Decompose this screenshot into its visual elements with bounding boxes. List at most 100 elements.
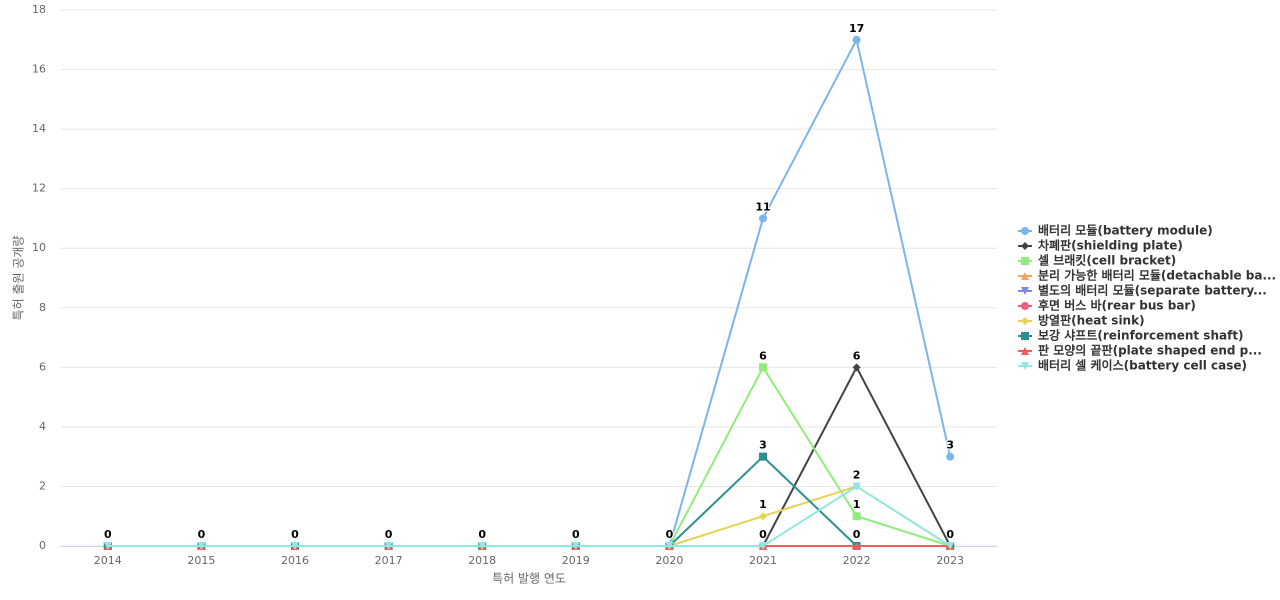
y-tick-label: 2	[39, 479, 46, 492]
data-label: 0	[478, 528, 486, 541]
series	[103, 363, 955, 550]
legend-label: 판 모양의 끝판(plate shaped end p...	[1038, 343, 1262, 358]
legend-label: 보강 샤프트(reinforcement shaft)	[1038, 328, 1244, 343]
legend-item[interactable]: 배터리 모듈(battery module)	[1018, 223, 1213, 238]
data-label: 6	[759, 349, 767, 362]
data-label: 0	[853, 528, 861, 541]
series-line	[107, 36, 952, 547]
marker	[1021, 287, 1029, 295]
x-tick-label: 2019	[562, 554, 590, 567]
marker	[852, 482, 861, 491]
marker	[571, 542, 580, 550]
data-label: 0	[291, 528, 299, 541]
series-line	[107, 365, 952, 547]
x-tick-label: 2017	[375, 554, 403, 567]
x-tick-label: 2016	[281, 554, 309, 567]
legend-label: 후면 버스 바(rear bus bar)	[1038, 298, 1196, 313]
marker	[1021, 362, 1029, 370]
marker	[1021, 257, 1029, 265]
legend-item[interactable]: 차폐판(shielding plate)	[1018, 238, 1183, 253]
marker	[1021, 242, 1029, 250]
legend-item[interactable]: 별도의 배터리 모듈(separate battery...	[1018, 283, 1267, 298]
data-label: 0	[759, 528, 767, 541]
legend-item[interactable]: 판 모양의 끝판(plate shaped end p...	[1018, 343, 1262, 358]
y-axis-title: 특허 출원 공개량	[12, 236, 26, 321]
x-tick-label: 2014	[94, 554, 122, 567]
series	[103, 482, 955, 550]
legend-label: 분리 가능한 배터리 모듈(detachable ba...	[1038, 268, 1276, 283]
marker	[384, 542, 393, 550]
marker	[759, 214, 767, 223]
marker	[665, 542, 674, 550]
y-tick-label: 18	[32, 3, 46, 16]
legend-item[interactable]: 분리 가능한 배터리 모듈(detachable ba...	[1018, 268, 1276, 283]
legend-item[interactable]: 방열판(heat sink)	[1018, 313, 1145, 328]
legend-item[interactable]: 후면 버스 바(rear bus bar)	[1018, 298, 1196, 313]
series	[103, 363, 955, 550]
data-label: 11	[755, 200, 770, 213]
marker	[759, 363, 767, 372]
data-label: 17	[849, 22, 864, 35]
data-label: 0	[198, 528, 206, 541]
series-line	[107, 485, 951, 547]
data-label: 1	[853, 498, 861, 511]
legend-item[interactable]: 보강 샤프트(reinforcement shaft)	[1018, 328, 1244, 343]
legend-label: 방열판(heat sink)	[1038, 313, 1145, 328]
y-tick-label: 12	[32, 182, 46, 195]
series	[103, 35, 955, 550]
y-tick-label: 4	[39, 420, 46, 433]
marker	[1021, 317, 1029, 325]
marker	[759, 512, 767, 521]
marker	[291, 542, 299, 550]
series-line	[107, 485, 951, 547]
y-tick-label: 8	[39, 301, 46, 314]
marker	[478, 542, 487, 550]
data-label: 0	[666, 528, 674, 541]
marker	[103, 542, 112, 550]
x-tick-label: 2022	[843, 554, 871, 567]
series-line	[107, 455, 951, 547]
x-tick-label: 2023	[936, 554, 964, 567]
legend-label: 별도의 배터리 모듈(separate battery...	[1038, 283, 1267, 298]
marker	[1021, 272, 1029, 280]
data-label: 2	[853, 468, 861, 481]
y-tick-label: 10	[32, 241, 46, 254]
legend-label: 셀 브래킷(cell bracket)	[1038, 253, 1176, 268]
marker	[852, 35, 861, 44]
marker	[852, 363, 861, 372]
series-line	[107, 365, 951, 547]
legend-label: 차폐판(shielding plate)	[1038, 238, 1183, 253]
data-label: 3	[946, 439, 954, 452]
data-label: 0	[572, 528, 580, 541]
data-label: 3	[759, 439, 767, 452]
x-tick-label: 2015	[187, 554, 215, 567]
y-tick-label: 14	[32, 122, 46, 135]
data-label: 6	[853, 349, 861, 362]
marker	[852, 542, 861, 550]
marker	[946, 542, 955, 550]
legend-item[interactable]: 배터리 셀 케이스(battery cell case)	[1018, 358, 1247, 373]
x-tick-label: 2020	[655, 554, 683, 567]
marker	[852, 512, 861, 521]
legend-item[interactable]: 셀 브래킷(cell bracket)	[1018, 253, 1176, 268]
marker	[1021, 302, 1029, 310]
x-axis-title: 특허 발행 연도	[492, 571, 566, 586]
y-tick-label: 6	[39, 360, 46, 373]
data-label: 1	[759, 498, 767, 511]
y-tick-label: 16	[32, 63, 46, 76]
legend-label: 배터리 셀 케이스(battery cell case)	[1038, 358, 1247, 373]
data-label: 0	[104, 528, 112, 541]
marker	[759, 542, 767, 550]
marker	[946, 452, 955, 461]
legend-label: 배터리 모듈(battery module)	[1038, 223, 1213, 238]
marker	[1021, 347, 1029, 355]
y-tick-label: 0	[39, 539, 46, 552]
marker	[759, 452, 767, 461]
data-label: 0	[946, 528, 954, 541]
marker	[197, 542, 206, 550]
data-label: 0	[385, 528, 393, 541]
x-tick-label: 2021	[749, 554, 777, 567]
marker	[1021, 227, 1029, 235]
x-tick-label: 2018	[468, 554, 496, 567]
